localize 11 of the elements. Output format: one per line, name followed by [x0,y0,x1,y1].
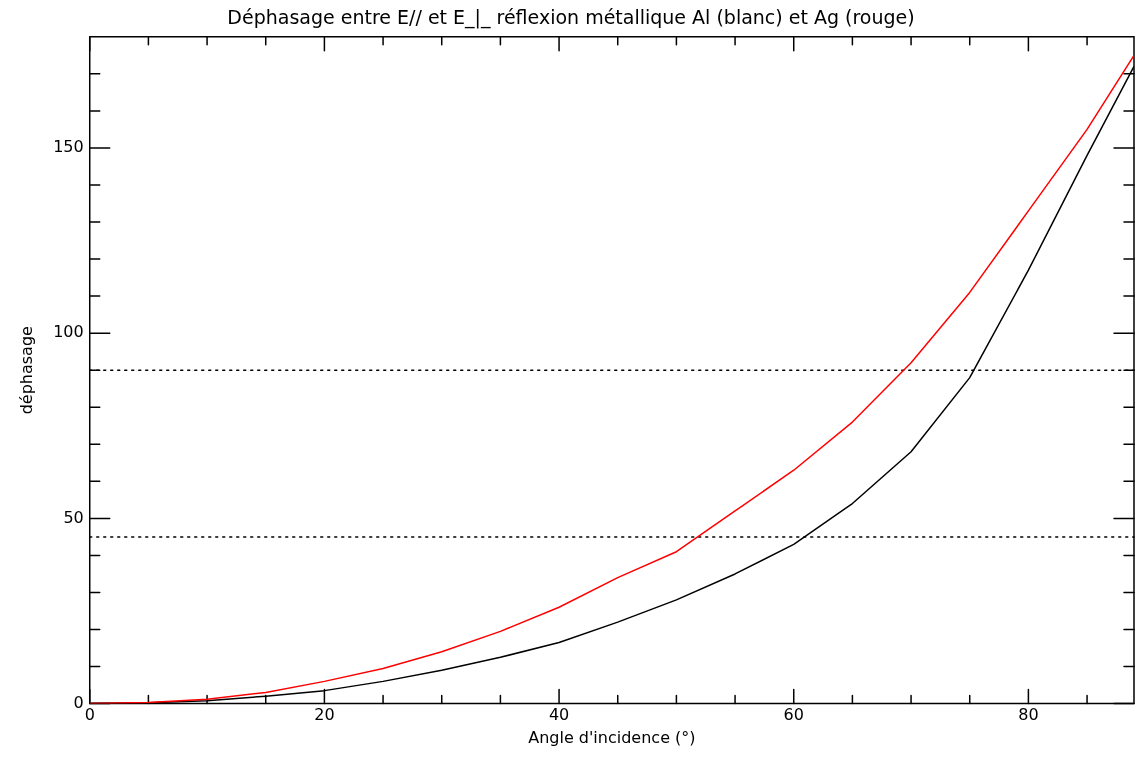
x-tick-label: 60 [783,705,804,725]
y-axis-title: déphasage [16,326,36,415]
chart-title: Déphasage entre E// et E_|_ réflexion métallique Al (blanc) et Ag (rouge) [227,6,915,30]
y-tick-label: 100 [53,322,84,342]
y-tick-label: 150 [53,137,84,157]
x-tick-label: 40 [548,705,570,725]
x-axis-title: Angle d'incidence (°) [528,727,696,747]
x-tick-label: 20 [314,705,335,725]
x-tick-label: 80 [1018,705,1039,725]
y-tick-label: 50 [63,507,84,527]
y-tick-label: 0 [73,692,84,712]
